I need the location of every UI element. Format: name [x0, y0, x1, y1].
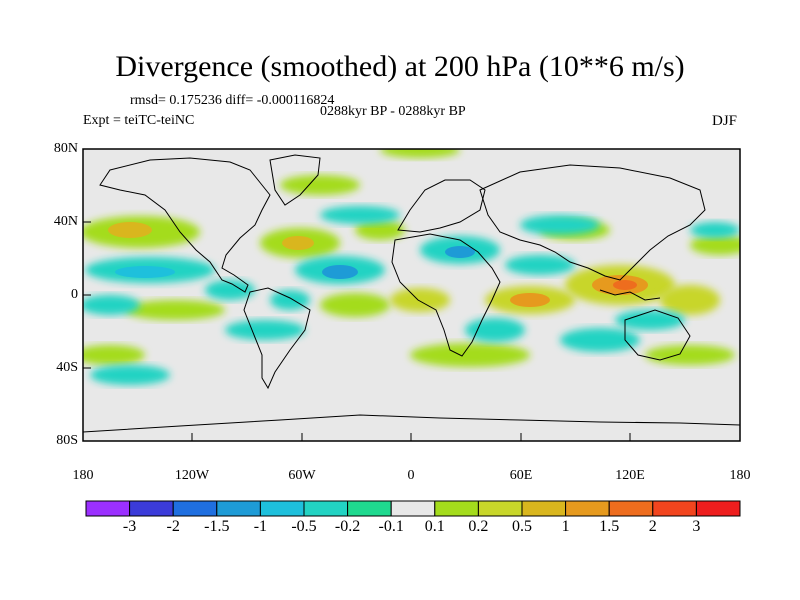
divergence-field — [83, 149, 740, 385]
colorbar-label: -0.1 — [378, 518, 404, 535]
experiment-label: Expt = teiTC-teiNC — [83, 113, 195, 128]
colorbar-swatch — [477, 500, 523, 517]
colorbar-swatch — [129, 500, 174, 517]
colorbar-swatch — [172, 500, 218, 517]
colorbar-label: -0.2 — [334, 518, 361, 535]
coastlines — [83, 154, 740, 433]
colorbar-label: 0.1 — [424, 518, 445, 535]
colorbar-label: -0.5 — [291, 518, 317, 535]
colorbar-label: 1.5 — [599, 518, 620, 535]
greenland-outline — [269, 154, 321, 206]
x-tick-label: 180 — [72, 468, 94, 483]
asia-outline — [479, 164, 706, 281]
y-tick-label: 80S — [56, 433, 78, 448]
colorbar-swatch — [652, 500, 697, 517]
colorbar-label: 0.5 — [512, 518, 532, 535]
colorbar-swatch — [347, 500, 392, 517]
colorbar — [85, 500, 741, 517]
x-tick-label: 0 — [407, 468, 415, 483]
colorbar-swatch — [434, 500, 479, 517]
x-tick-label: 180 — [729, 468, 751, 483]
y-tick-label: 0 — [71, 287, 78, 302]
positive-divergence-regions — [83, 149, 740, 367]
south-america-outline — [243, 287, 311, 390]
antarctica-outline — [83, 414, 740, 433]
colorbar-label: -3 — [122, 518, 137, 535]
colorbar-swatch — [259, 500, 305, 517]
colorbar-swatch — [303, 500, 349, 517]
y-tick-label: 40N — [53, 214, 78, 229]
x-tick-label: 60E — [509, 468, 533, 483]
colorbar-swatch — [390, 500, 436, 517]
x-tick-label: 120W — [174, 468, 210, 483]
y-tick-label: 80N — [53, 141, 78, 156]
colorbar-label: 0.2 — [468, 518, 489, 535]
colorbar-swatch — [695, 500, 741, 517]
africa-outline — [391, 233, 501, 357]
x-tick-label: 120E — [615, 468, 645, 483]
australia-outline — [624, 309, 691, 361]
colorbar-swatch — [521, 500, 567, 517]
colorbar-label: 3 — [692, 518, 701, 535]
plot-title: Divergence (smoothed) at 200 hPa (10**6 … — [115, 50, 685, 83]
colorbar-label: -1.5 — [204, 518, 230, 535]
colorbar-swatch — [565, 500, 610, 517]
europe-outline — [397, 179, 486, 233]
colorbar-swatch — [608, 500, 654, 517]
colorbar-label: 1 — [561, 518, 570, 535]
axis-ticks — [82, 148, 741, 442]
colorbar-swatch — [85, 500, 131, 517]
y-tick-label: 40S — [56, 360, 78, 375]
maritime-continent-outline — [599, 289, 661, 301]
colorbar-label: 2 — [648, 518, 657, 535]
season-label: DJF — [712, 113, 738, 129]
colorbar-label: -2 — [166, 518, 180, 535]
colorbar-swatch — [216, 500, 261, 517]
x-tick-label: 60W — [288, 468, 316, 483]
negative-divergence-regions — [83, 206, 740, 385]
rmsd-stats: rmsd= 0.175236 diff= -0.000116824 — [130, 93, 335, 108]
time-period: 0288kyr BP - 0288kyr BP — [320, 104, 466, 119]
colorbar-label: -1 — [253, 518, 268, 535]
north-america-outline — [99, 157, 271, 293]
